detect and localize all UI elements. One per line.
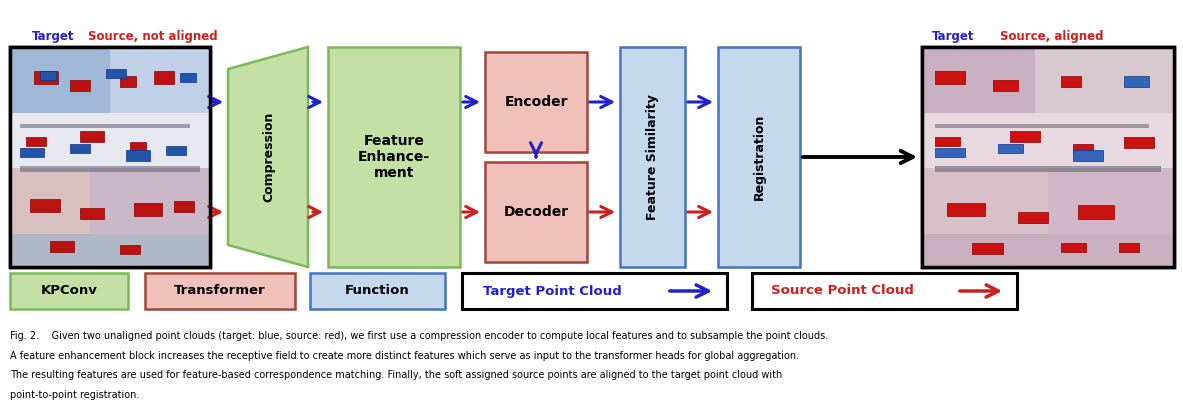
Text: Compression: Compression [263, 112, 276, 202]
FancyBboxPatch shape [9, 273, 128, 309]
Text: Source, not aligned: Source, not aligned [88, 30, 218, 43]
FancyBboxPatch shape [119, 75, 136, 87]
FancyBboxPatch shape [30, 199, 60, 212]
FancyBboxPatch shape [993, 80, 1017, 91]
FancyBboxPatch shape [935, 124, 1149, 128]
FancyBboxPatch shape [9, 113, 211, 168]
FancyBboxPatch shape [328, 47, 460, 267]
FancyBboxPatch shape [922, 47, 1174, 267]
FancyBboxPatch shape [922, 113, 1174, 168]
FancyBboxPatch shape [620, 47, 685, 267]
FancyBboxPatch shape [106, 69, 127, 78]
FancyBboxPatch shape [1124, 137, 1153, 148]
FancyBboxPatch shape [90, 168, 211, 234]
FancyBboxPatch shape [1048, 168, 1174, 234]
FancyBboxPatch shape [9, 234, 211, 267]
Text: point-to-point registration.: point-to-point registration. [9, 390, 140, 399]
FancyBboxPatch shape [752, 273, 1017, 309]
FancyBboxPatch shape [485, 162, 587, 262]
Text: Transformer: Transformer [174, 285, 266, 297]
FancyBboxPatch shape [922, 234, 1174, 267]
FancyBboxPatch shape [935, 137, 959, 146]
FancyBboxPatch shape [119, 245, 140, 254]
FancyBboxPatch shape [922, 168, 1048, 234]
FancyBboxPatch shape [146, 273, 295, 309]
Text: KPConv: KPConv [40, 285, 97, 297]
FancyBboxPatch shape [9, 168, 90, 234]
FancyBboxPatch shape [1124, 75, 1149, 87]
Text: The resulting features are used for feature-based correspondence matching. Final: The resulting features are used for feat… [9, 370, 782, 380]
FancyBboxPatch shape [1119, 243, 1139, 251]
FancyBboxPatch shape [1010, 131, 1040, 142]
FancyBboxPatch shape [922, 47, 1035, 113]
FancyBboxPatch shape [70, 80, 90, 91]
FancyBboxPatch shape [718, 47, 800, 267]
Text: A feature enhancement block increases the receptive field to create more distinc: A feature enhancement block increases th… [9, 351, 800, 360]
FancyBboxPatch shape [9, 47, 110, 113]
FancyBboxPatch shape [1061, 75, 1081, 87]
FancyBboxPatch shape [1061, 243, 1086, 251]
FancyBboxPatch shape [20, 148, 44, 157]
FancyBboxPatch shape [972, 243, 1003, 254]
Text: Source Point Cloud: Source Point Cloud [770, 285, 913, 297]
Text: Decoder: Decoder [504, 205, 569, 219]
Text: Target: Target [32, 30, 75, 43]
FancyBboxPatch shape [34, 71, 58, 84]
FancyBboxPatch shape [40, 71, 56, 80]
FancyBboxPatch shape [948, 203, 985, 216]
Text: Feature
Enhance-
ment: Feature Enhance- ment [358, 134, 431, 180]
FancyBboxPatch shape [180, 73, 196, 82]
FancyBboxPatch shape [1078, 205, 1113, 219]
FancyBboxPatch shape [20, 166, 200, 172]
FancyBboxPatch shape [485, 52, 587, 152]
FancyBboxPatch shape [997, 144, 1023, 153]
FancyBboxPatch shape [1035, 47, 1174, 113]
Text: Source, aligned: Source, aligned [1000, 30, 1104, 43]
FancyBboxPatch shape [70, 144, 90, 153]
Polygon shape [228, 47, 308, 267]
Text: Function: Function [345, 285, 409, 297]
Text: Registration: Registration [752, 114, 765, 200]
FancyBboxPatch shape [50, 241, 75, 251]
FancyBboxPatch shape [1017, 212, 1048, 223]
FancyBboxPatch shape [1073, 150, 1104, 161]
FancyBboxPatch shape [310, 273, 445, 309]
FancyBboxPatch shape [935, 148, 965, 157]
FancyBboxPatch shape [20, 124, 190, 128]
FancyBboxPatch shape [1073, 144, 1093, 153]
Text: Feature Similarity: Feature Similarity [646, 94, 659, 220]
FancyBboxPatch shape [110, 47, 211, 113]
FancyBboxPatch shape [26, 137, 46, 146]
FancyBboxPatch shape [9, 47, 211, 267]
Text: Encoder: Encoder [504, 95, 568, 109]
FancyBboxPatch shape [166, 146, 186, 155]
FancyBboxPatch shape [935, 166, 1162, 172]
FancyBboxPatch shape [134, 203, 162, 216]
FancyBboxPatch shape [935, 71, 965, 84]
FancyBboxPatch shape [174, 201, 194, 212]
FancyBboxPatch shape [130, 142, 146, 150]
Text: Target Point Cloud: Target Point Cloud [483, 285, 621, 297]
FancyBboxPatch shape [154, 71, 174, 84]
Text: Fig. 2.    Given two unaligned point clouds (target: blue, source: red), we firs: Fig. 2. Given two unaligned point clouds… [9, 331, 828, 341]
FancyBboxPatch shape [80, 131, 104, 142]
Text: Target: Target [932, 30, 975, 43]
FancyBboxPatch shape [127, 150, 150, 161]
FancyBboxPatch shape [463, 273, 728, 309]
FancyBboxPatch shape [80, 207, 104, 219]
